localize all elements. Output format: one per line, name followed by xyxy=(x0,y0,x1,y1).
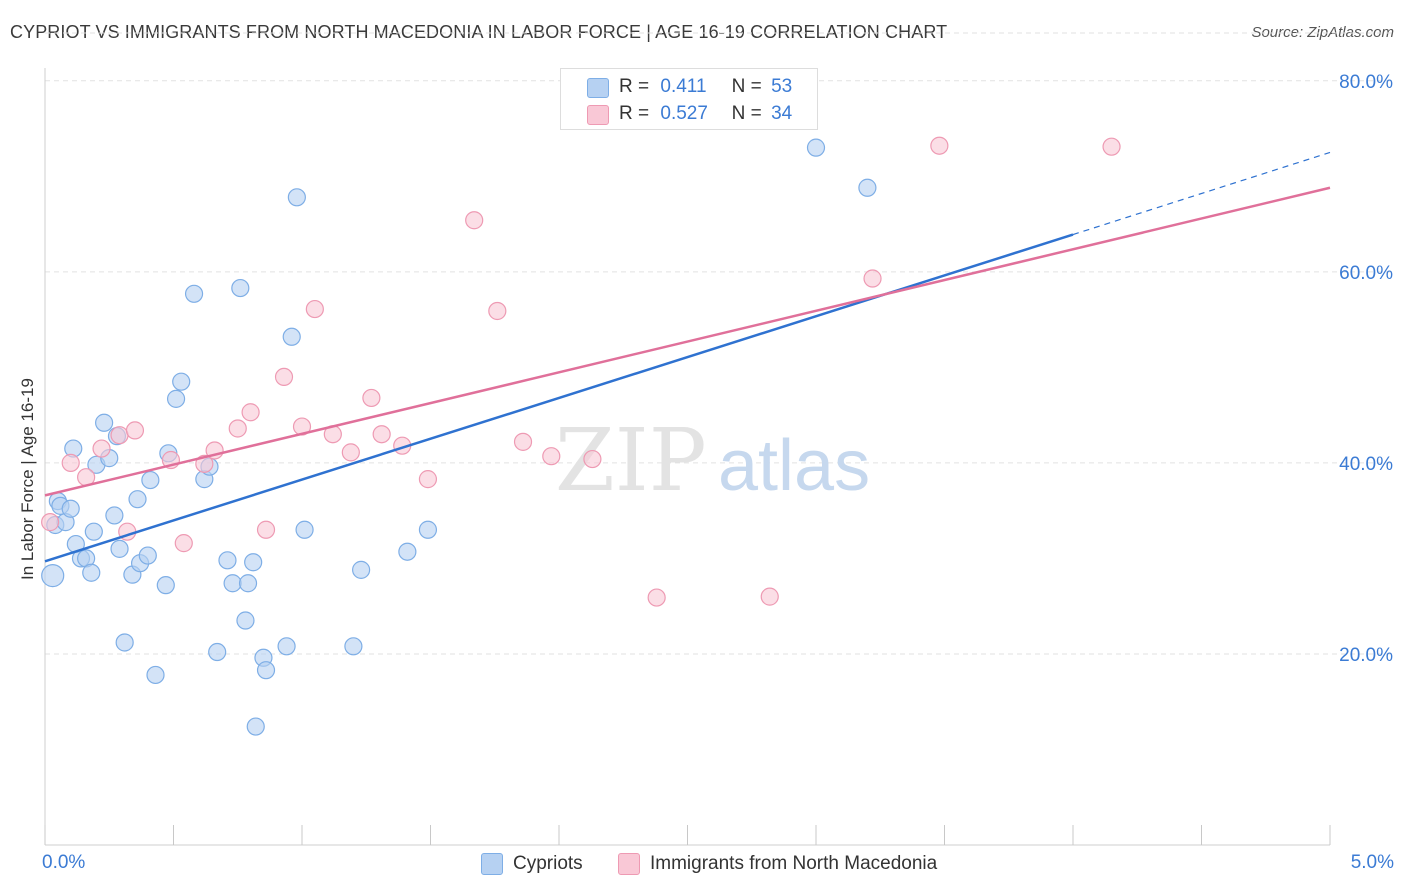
macedonia-point xyxy=(92,439,111,458)
cypriots-point xyxy=(398,542,417,561)
cypriots-point xyxy=(231,278,250,298)
macedonia-point xyxy=(305,299,324,319)
x-tick-label-min: 0.0% xyxy=(42,852,86,873)
y-tick-label: 20.0% xyxy=(1339,645,1393,666)
macedonia-point xyxy=(341,443,360,462)
cypriots-point xyxy=(277,637,296,656)
cypriots-point xyxy=(282,327,301,346)
cypriots-trend-extension xyxy=(1072,151,1331,236)
macedonia-point xyxy=(372,425,391,444)
legend-r-value-cypriots: 0.411 xyxy=(660,76,707,97)
legend-n-value-macedonia: 34 xyxy=(771,103,793,124)
bottom-legend-swatch-blue xyxy=(481,853,503,875)
watermark-layer: ZIP atlas xyxy=(555,411,870,511)
bottom-legend-swatch-pink xyxy=(618,853,640,875)
cypriots-point xyxy=(146,665,165,685)
macedonia-point xyxy=(274,367,294,387)
cypriots-point xyxy=(236,611,255,630)
cypriots-point xyxy=(138,546,157,565)
cypriots-point xyxy=(141,470,160,490)
cypriots-point xyxy=(95,413,114,432)
cypriots-point xyxy=(61,499,80,518)
bottom-legend-label-macedonia: Immigrants from North Macedonia xyxy=(650,853,938,874)
axis-layer xyxy=(44,68,1331,846)
points-layer xyxy=(41,136,1121,736)
cypriots-point xyxy=(352,560,371,579)
macedonia-point xyxy=(465,211,484,230)
macedonia-point xyxy=(760,587,779,606)
macedonia-point xyxy=(241,403,260,422)
cypriots-point xyxy=(806,138,826,157)
cypriots-point xyxy=(105,506,124,525)
cypriots-point xyxy=(208,642,227,662)
macedonia-point xyxy=(488,301,507,321)
macedonia-point xyxy=(61,453,80,472)
legend-n-label: N = xyxy=(731,76,762,97)
cypriots-point xyxy=(82,563,101,582)
macedonia-point xyxy=(256,520,276,539)
cypriots-point xyxy=(156,576,175,595)
macedonia-point xyxy=(583,449,602,469)
cypriots-point xyxy=(287,188,306,207)
macedonia-point xyxy=(418,470,438,489)
x-tick-label-max: 5.0% xyxy=(1350,852,1394,873)
y-tick-label: 60.0% xyxy=(1339,263,1393,284)
cypriots-point xyxy=(166,389,186,408)
macedonia-point xyxy=(542,447,561,466)
legend-box: R = 0.411 N = 53 R = 0.527 N = 34 xyxy=(560,68,818,130)
y-tick-label: 80.0% xyxy=(1339,72,1393,93)
legend-n-value-cypriots: 53 xyxy=(771,76,793,97)
legend-r-label: R = xyxy=(619,103,650,124)
cypriots-point xyxy=(858,178,877,197)
cypriots-point xyxy=(110,539,129,558)
cypriots-point xyxy=(84,522,103,541)
y-tick-labels: 20.0% 40.0% 60.0% 80.0% xyxy=(1339,72,1393,666)
macedonia-point xyxy=(513,432,533,451)
macedonia-point xyxy=(647,588,666,607)
macedonia-point xyxy=(930,136,949,155)
legend-swatch-pink xyxy=(587,105,609,125)
cypriots-point xyxy=(41,564,65,588)
bottom-legend-label-cypriots: Cypriots xyxy=(513,853,583,874)
source-label: Source: ZipAtlas.com xyxy=(1251,24,1394,41)
macedonia-trend-line xyxy=(44,186,1331,497)
legend-r-value-macedonia: 0.527 xyxy=(660,103,708,124)
trend-layer xyxy=(44,151,1331,563)
macedonia-point xyxy=(41,513,60,532)
cypriots-point xyxy=(295,520,314,539)
cypriots-point xyxy=(223,574,242,593)
macedonia-point xyxy=(228,419,247,438)
y-tick-label: 40.0% xyxy=(1339,454,1393,475)
cypriots-point xyxy=(128,490,147,509)
cypriots-point xyxy=(244,553,263,572)
cypriots-point xyxy=(218,551,237,570)
cypriots-point xyxy=(238,574,258,593)
macedonia-point xyxy=(1102,137,1121,156)
cypriots-point xyxy=(246,717,265,736)
legend-n-label: N = xyxy=(731,103,762,124)
macedonia-point xyxy=(362,388,381,408)
watermark-zip: ZIP xyxy=(555,411,707,511)
cypriots-trend-line xyxy=(44,233,1074,563)
macedonia-point xyxy=(125,421,145,440)
macedonia-point xyxy=(195,454,214,473)
macedonia-point xyxy=(174,534,193,553)
cypriots-point xyxy=(115,633,134,652)
macedonia-point xyxy=(863,269,882,288)
cypriots-point xyxy=(418,520,438,539)
chart-title: CYPRIOT VS IMMIGRANTS FROM NORTH MACEDON… xyxy=(10,22,948,42)
cypriots-point xyxy=(184,284,204,303)
legend-swatch-blue xyxy=(587,78,609,98)
cypriots-point xyxy=(344,637,363,656)
macedonia-point xyxy=(110,426,129,445)
cypriots-point xyxy=(172,372,191,391)
watermark-atlas: atlas xyxy=(718,426,870,506)
legend-r-label: R = xyxy=(619,76,650,97)
cypriots-point xyxy=(256,661,276,680)
